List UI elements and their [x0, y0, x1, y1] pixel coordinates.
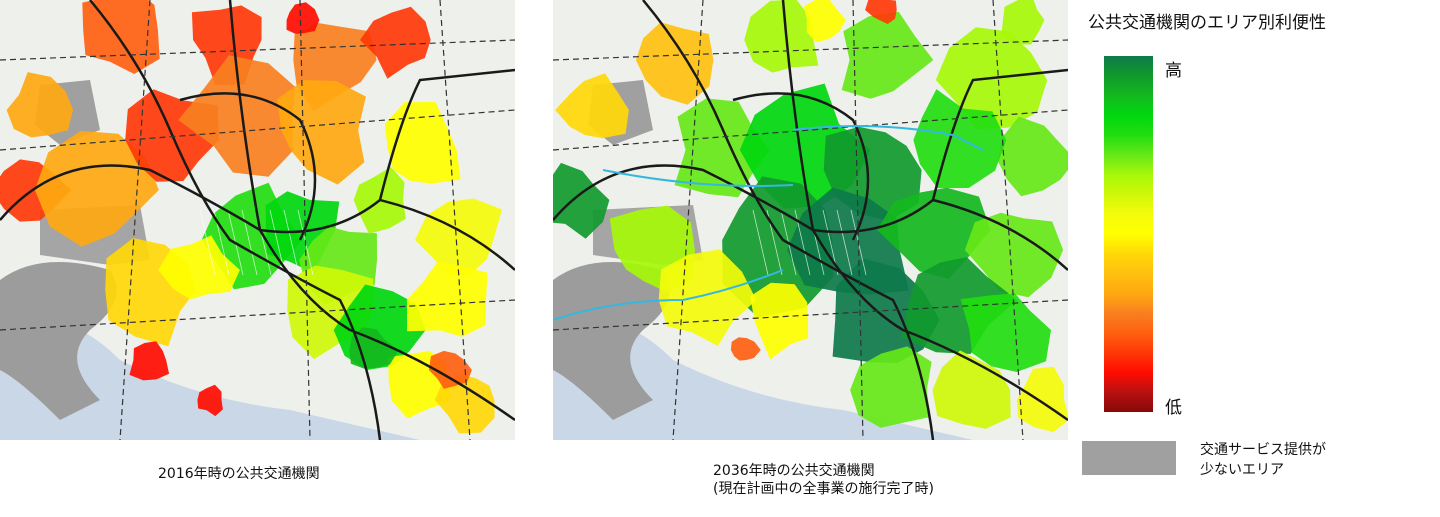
accessibility-zone	[1016, 366, 1068, 433]
legend-title: 公共交通機関のエリア別利便性	[1088, 13, 1326, 33]
rail-line	[258, 229, 515, 422]
low-service-area	[0, 262, 117, 420]
rail-line	[379, 198, 515, 271]
bus-route	[0, 109, 515, 151]
accessibility-zone	[744, 0, 819, 73]
bus-route	[553, 299, 1068, 331]
accessibility-zone	[82, 0, 160, 74]
accessibility-zone	[6, 72, 74, 138]
street	[836, 209, 853, 276]
map-2036	[553, 0, 1068, 440]
legend-low-label: 低	[1165, 398, 1182, 418]
accessibility-zone	[750, 282, 809, 360]
caption-line: 2036年時の公共交通機関	[713, 463, 875, 479]
accessibility-zone	[674, 98, 770, 198]
street	[199, 209, 216, 276]
no-service-swatch	[1082, 441, 1176, 475]
rail-line	[811, 229, 1068, 422]
bus-route	[439, 0, 471, 440]
no-service-label: 交通サービス提供が 少ないエリア	[1200, 440, 1326, 480]
map-2016-graphic	[0, 0, 515, 440]
accessibility-zone	[730, 337, 761, 361]
accessibility-zone	[197, 384, 223, 417]
accessibility-zone	[960, 293, 1051, 372]
map-2036-graphic	[553, 0, 1068, 440]
accessibility-zone	[553, 162, 610, 239]
no-service-label-line: 交通サービス提供が	[1200, 442, 1326, 458]
caption-line: 2016年時の公共交通機関	[158, 466, 320, 482]
bus-route	[672, 0, 704, 440]
rail-line	[781, 0, 815, 231]
accessibility-zone	[997, 116, 1068, 197]
accessibility-zone	[178, 55, 296, 177]
legend-high-label: 高	[1165, 61, 1182, 81]
street	[283, 209, 300, 276]
accessibility-zone	[286, 2, 320, 34]
accessibility-zone	[1001, 0, 1045, 45]
accessibility-zone	[555, 73, 629, 139]
bus-route	[119, 0, 151, 440]
accessibility-zone	[277, 80, 366, 185]
bus-route	[0, 39, 515, 61]
accessibility-zone	[406, 261, 488, 337]
bus-route	[992, 0, 1024, 440]
water	[0, 320, 420, 440]
accessibility-zone	[434, 374, 495, 434]
bus-route	[0, 299, 515, 331]
legend-color-ramp	[1104, 56, 1153, 412]
bus-route	[553, 109, 1068, 151]
rail-line	[228, 0, 262, 231]
accessibility-zone	[34, 130, 159, 247]
accessibility-zone	[877, 187, 991, 279]
planned-line	[553, 269, 784, 321]
map-2036-caption: 2036年時の公共交通機関 (現在計画中の全事業の施行完了時)	[713, 462, 934, 498]
no-service-label-line: 少ないエリア	[1200, 462, 1284, 478]
accessibility-zone	[803, 0, 846, 43]
rail-line	[179, 92, 317, 241]
rail-line	[89, 0, 382, 440]
street	[752, 209, 769, 276]
accessibility-zone	[964, 212, 1064, 298]
accessibility-zone	[841, 11, 934, 99]
accessibility-zone	[129, 341, 170, 381]
map-2016	[0, 0, 515, 440]
water	[553, 320, 973, 440]
accessibility-zone	[428, 350, 472, 389]
accessibility-zone	[158, 235, 240, 300]
planned-line	[792, 125, 984, 151]
map-2016-caption: 2016年時の公共交通機関	[158, 465, 320, 483]
bus-route	[553, 39, 1068, 61]
bus-route	[852, 0, 864, 440]
rail-line	[732, 92, 870, 241]
accessibility-zone	[850, 346, 932, 428]
accessibility-zone	[901, 257, 1018, 354]
rail-line	[642, 0, 935, 440]
bus-route	[299, 0, 311, 440]
accessibility-zone	[658, 249, 757, 346]
caption-line: (現在計画中の全事業の施行完了時)	[713, 481, 934, 497]
planned-line	[602, 169, 794, 187]
accessibility-zone	[865, 0, 897, 24]
rail-line	[932, 198, 1068, 271]
accessibility-zone	[635, 22, 714, 105]
accessibility-zone	[360, 6, 431, 79]
